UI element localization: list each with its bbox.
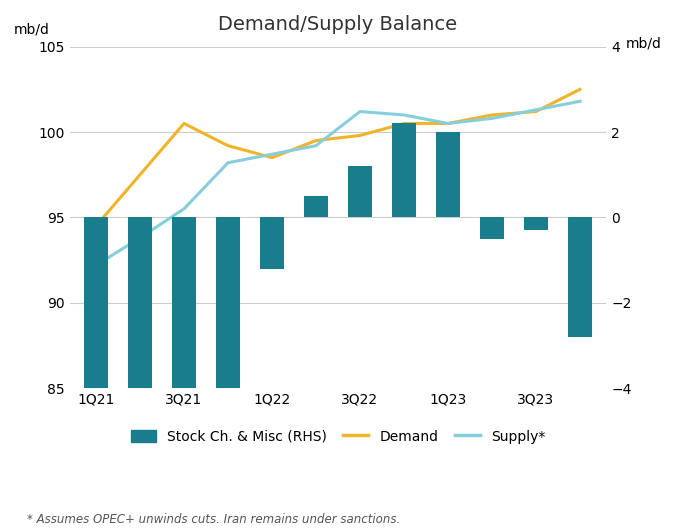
Bar xyxy=(84,217,108,431)
Bar xyxy=(436,132,460,217)
Title: Demand/Supply Balance: Demand/Supply Balance xyxy=(218,15,458,34)
Bar xyxy=(128,217,152,452)
Text: * Assumes OPEC+ unwinds cuts. Iran remains under sanctions.: * Assumes OPEC+ unwinds cuts. Iran remai… xyxy=(27,513,400,526)
Bar xyxy=(260,217,284,269)
Bar xyxy=(524,217,548,230)
Bar xyxy=(348,166,372,217)
Bar xyxy=(392,124,416,217)
Y-axis label: mb/d: mb/d xyxy=(626,37,662,50)
Bar xyxy=(480,217,504,239)
Bar xyxy=(304,196,328,217)
Legend: Stock Ch. & Misc (RHS), Demand, Supply*: Stock Ch. & Misc (RHS), Demand, Supply* xyxy=(125,424,551,449)
Bar xyxy=(172,217,196,422)
Bar xyxy=(216,217,240,439)
Bar xyxy=(568,217,592,337)
Y-axis label: mb/d: mb/d xyxy=(14,22,50,37)
